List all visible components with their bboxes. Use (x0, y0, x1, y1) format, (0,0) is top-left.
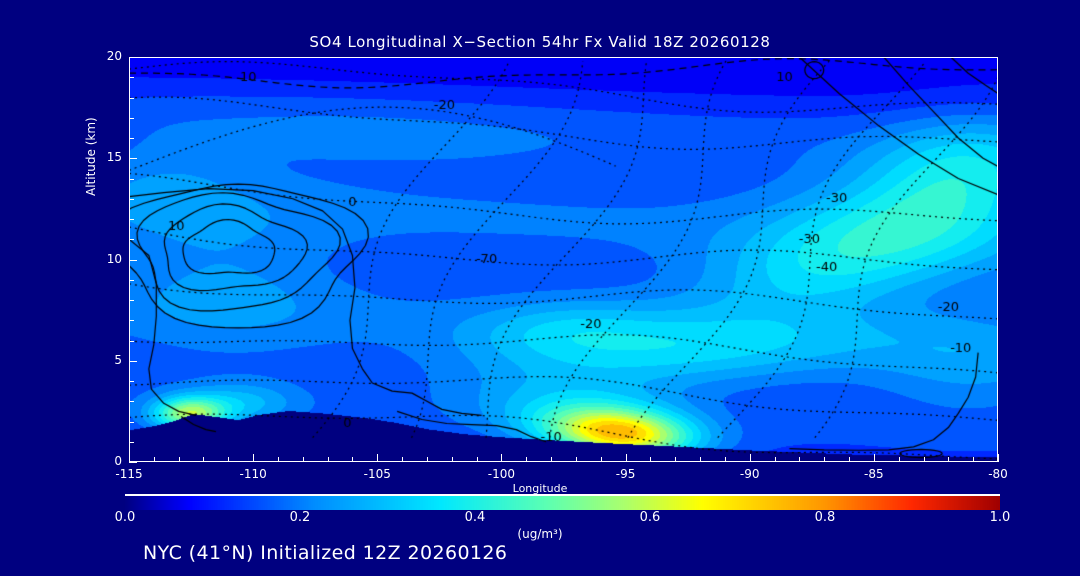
x-tick-label: -105 (363, 467, 391, 481)
colorbar-tick-label: 0.6 (639, 510, 661, 525)
x-minor-tick (178, 457, 180, 462)
y-minor-tick (129, 320, 134, 322)
y-minor-tick (129, 57, 137, 58)
x-minor-tick (898, 457, 900, 462)
colorbar-gradient (125, 496, 1000, 510)
x-tick-label: -110 (239, 467, 267, 481)
y-tick-label: 10 (106, 251, 122, 266)
y-minor-tick (129, 340, 134, 342)
x-tick-label: -80 (988, 467, 1008, 481)
x-minor-tick (774, 457, 776, 462)
x-minor-tick (873, 454, 875, 462)
x-tick-label: -85 (864, 467, 884, 481)
x-minor-tick (625, 454, 627, 462)
x-minor-tick (824, 457, 826, 462)
colorbar-tick-label: 0.2 (289, 510, 311, 525)
x-tick-label: -100 (487, 467, 516, 481)
x-tick-label: -90 (739, 467, 760, 481)
x-minor-tick (551, 457, 553, 462)
x-minor-tick (501, 454, 503, 462)
x-minor-tick (973, 457, 975, 462)
x-minor-tick (228, 457, 230, 462)
x-minor-tick (402, 457, 404, 462)
chart-title: SO4 Longitudinal X−Section 54hr Fx Valid… (309, 33, 771, 51)
x-minor-tick (327, 457, 329, 462)
x-minor-tick (998, 454, 999, 462)
x-minor-tick (700, 457, 702, 462)
x-minor-tick (575, 457, 577, 462)
x-minor-tick (849, 457, 851, 462)
y-minor-tick (129, 178, 134, 180)
y-minor-tick (129, 441, 134, 443)
y-minor-tick (129, 381, 134, 382)
y-tick-label: 5 (114, 352, 122, 367)
y-minor-tick (129, 421, 134, 423)
x-minor-tick (600, 457, 602, 462)
x-minor-tick (302, 457, 304, 462)
x-minor-tick (253, 454, 255, 462)
colorbar-tick-label: 0.0 (114, 510, 136, 525)
cross-section-plot (129, 57, 998, 462)
x-tick-label: -115 (115, 467, 143, 481)
x-minor-tick (377, 454, 379, 462)
x-minor-tick (352, 457, 354, 462)
y-minor-tick (129, 360, 137, 362)
y-tick-label: 0 (114, 454, 122, 468)
y-minor-tick (129, 97, 134, 99)
x-minor-tick (650, 457, 652, 462)
figure-caption: NYC (41°N) Initialized 12Z 20260126 (143, 542, 508, 564)
x-minor-tick (799, 457, 801, 462)
colorbar-tick-label: 0.8 (814, 510, 836, 525)
y-tick-label: 15 (106, 150, 122, 165)
colorbar (125, 496, 1000, 510)
plot-area (129, 57, 998, 462)
x-minor-tick (203, 457, 205, 462)
x-minor-tick (923, 457, 925, 462)
y-minor-tick (129, 279, 134, 281)
x-minor-tick (476, 457, 478, 462)
x-minor-tick (948, 457, 950, 462)
y-minor-tick (129, 158, 137, 160)
x-minor-tick (153, 457, 155, 462)
x-minor-tick (526, 457, 528, 462)
x-minor-tick (675, 457, 677, 462)
y-minor-tick (129, 219, 134, 220)
y-minor-tick (129, 117, 134, 119)
y-minor-tick (129, 77, 134, 79)
y-minor-tick (129, 462, 137, 463)
y-minor-tick (129, 138, 134, 139)
x-minor-tick (451, 457, 453, 462)
x-minor-tick (724, 457, 726, 462)
y-minor-tick (129, 300, 134, 301)
colorbar-top-rule (125, 494, 1000, 496)
x-minor-tick (426, 457, 428, 462)
x-minor-tick (277, 457, 279, 462)
colorbar-tick-label: 0.4 (464, 510, 486, 525)
x-minor-tick (129, 454, 130, 462)
x-axis-title: Longitude (512, 482, 568, 495)
colorbar-tick-label: 1.0 (989, 510, 1011, 525)
y-minor-tick (129, 259, 137, 261)
x-minor-tick (749, 454, 751, 462)
colorbar-units-label: (ug/m³) (517, 527, 563, 541)
y-tick-label: 20 (106, 49, 122, 63)
y-minor-tick (129, 401, 134, 403)
y-minor-tick (129, 198, 134, 200)
x-tick-label: -95 (615, 467, 636, 481)
y-minor-tick (129, 239, 134, 241)
